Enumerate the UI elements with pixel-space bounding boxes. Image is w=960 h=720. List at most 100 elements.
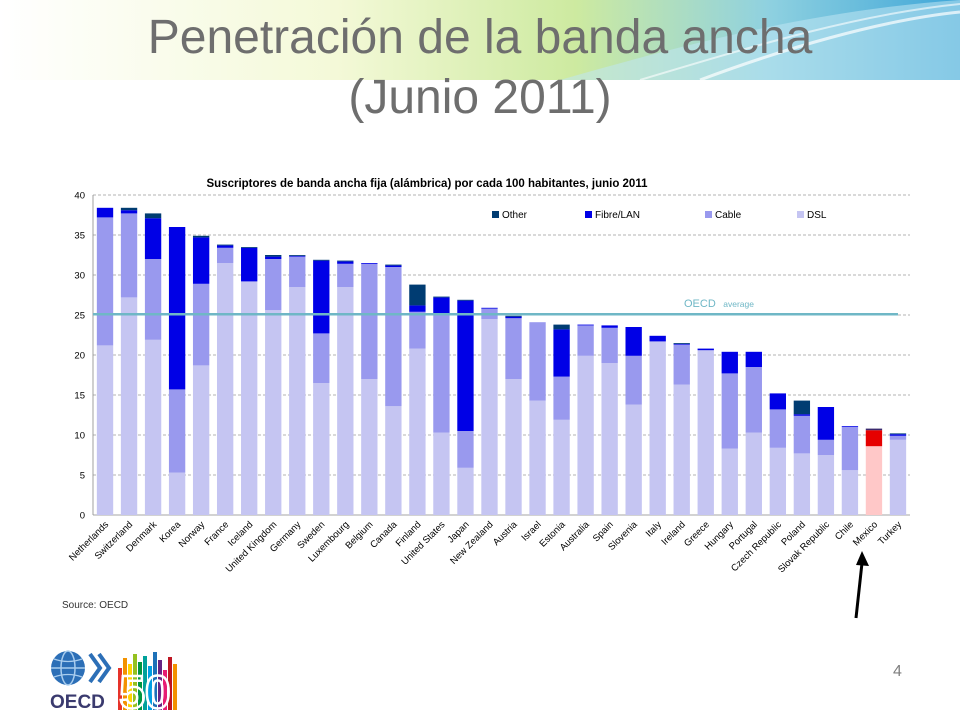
bar-united-states-fibre-lan (433, 297, 450, 314)
bar-group-belgium (361, 263, 378, 515)
bar-norway-other (192, 235, 210, 238)
bar-chile-dsl (841, 470, 859, 515)
bar-finland-other (409, 284, 426, 306)
bar-estonia-other (553, 324, 570, 330)
bar-slovenia-cable (625, 355, 642, 405)
y-axis-ticks: 0 5 10 15 20 25 30 35 40 (74, 191, 85, 522)
bar-belgium-fibre-lan (361, 263, 378, 264)
bar-estonia-fibre-lan (553, 329, 570, 377)
bar-switzerland-cable (120, 213, 138, 298)
bar-denmark-other (144, 213, 162, 219)
broadband-chart: Suscriptores de banda ancha fija (alámbr… (67, 178, 910, 619)
y-tick-label: 5 (80, 471, 85, 482)
fifty-bars-icon (118, 652, 177, 710)
oecd-average-label: OECD average (684, 294, 754, 311)
bar-mexico-fibre-lan (865, 430, 883, 447)
bar-slovak-republic-dsl (817, 455, 835, 515)
bar-group-ireland (673, 343, 690, 515)
bar-group-slovak-republic (817, 407, 835, 515)
bar-norway-dsl (192, 365, 210, 515)
bar-group-new-zealand (481, 307, 498, 515)
bar-israel-dsl (529, 400, 546, 515)
mexico-arrow (854, 551, 869, 619)
legend-swatch-dsl (797, 211, 804, 218)
bar-canada-dsl (385, 406, 402, 515)
bar-netherlands-cable (96, 217, 114, 346)
bar-canada-other (385, 264, 402, 266)
globe-icon (51, 650, 85, 686)
x-axis-ticks: NetherlandsSwitzerlandDenmarkKoreaNorway… (67, 519, 904, 575)
logo-number: 50 (119, 666, 170, 712)
bar-group-slovenia (625, 327, 642, 515)
bar-spain-cable (601, 327, 618, 363)
bar-united-kingdom-dsl (265, 310, 282, 515)
legend-label-cable: Cable (715, 210, 742, 221)
bar-group-sweden (313, 259, 330, 515)
bar-group-norway (192, 235, 210, 515)
oecd-average-label-main: OECD (684, 298, 716, 310)
bar-group-portugal (745, 351, 762, 515)
bar-luxembourg-cable (337, 263, 354, 287)
slide-title-line1: Penetración de la banda ancha (147, 11, 813, 64)
chart-title: Suscriptores de banda ancha fija (alámbr… (207, 178, 649, 190)
bar-iceland-other (241, 247, 258, 248)
bar-chile-cable (841, 427, 859, 471)
legend-label-dsl: DSL (807, 210, 827, 221)
bar-group-poland (793, 400, 811, 515)
bar-united-kingdom-other (265, 255, 282, 257)
y-tick-label: 40 (74, 191, 85, 202)
bar-iceland-dsl (241, 281, 258, 515)
legend-swatch-fibre-lan (585, 211, 592, 218)
bar-japan-dsl (457, 467, 474, 515)
x-tick-label: Norway (177, 519, 208, 550)
x-tick-label: Canada (368, 519, 400, 551)
logo-text: OECD (50, 692, 105, 712)
bar-australia-fibre-lan (577, 324, 594, 326)
y-tick-label: 30 (74, 271, 85, 282)
title-banner (0, 0, 960, 80)
bar-united-states-other (433, 296, 450, 298)
bars (96, 207, 907, 515)
bar-hungary-fibre-lan (721, 351, 738, 374)
bar-slovenia-dsl (625, 404, 642, 515)
bar-denmark-fibre-lan (144, 218, 162, 259)
bar-new-zealand-dsl (481, 319, 498, 515)
bar-group-austria (505, 315, 522, 515)
bar-finland-cable (409, 311, 426, 349)
x-tick-label: France (203, 519, 232, 548)
bar-united-states-cable (433, 313, 450, 433)
bar-turkey-dsl (889, 439, 907, 515)
bar-poland-dsl (793, 453, 811, 515)
bar-group-germany (289, 255, 306, 515)
bar-korea-cable (168, 389, 186, 473)
bar-group-korea (168, 227, 186, 515)
bar-group-switzerland (120, 207, 138, 515)
legend-label-other: Other (502, 210, 528, 221)
bar-japan-fibre-lan (457, 300, 474, 431)
bar-czech-republic-cable (769, 409, 787, 448)
bar-austria-other (505, 315, 522, 317)
bar-switzerland-fibre-lan (120, 210, 138, 214)
bar-canada-cable (385, 267, 402, 407)
page-number: 4 (893, 663, 902, 680)
bar-poland-fibre-lan (793, 414, 811, 416)
bar-luxembourg-dsl (337, 287, 354, 515)
bar-group-italy (649, 335, 666, 515)
y-tick-label: 10 (74, 431, 85, 442)
bar-germany-dsl (289, 287, 306, 515)
bar-austria-cable (505, 318, 522, 379)
bar-portugal-fibre-lan (745, 351, 762, 367)
bar-slovak-republic-fibre-lan (817, 407, 835, 440)
bar-group-france (216, 244, 234, 515)
bar-germany-other (289, 255, 306, 256)
bar-group-luxembourg (337, 260, 354, 515)
bar-france-other (216, 244, 234, 246)
bar-netherlands-fibre-lan (96, 207, 114, 218)
bar-united-kingdom-cable (265, 259, 282, 311)
bar-norway-cable (192, 283, 210, 366)
y-tick-label: 25 (74, 311, 85, 322)
bar-greece-dsl (697, 350, 714, 515)
bar-ireland-fibre-lan (673, 343, 690, 345)
bar-luxembourg-fibre-lan (337, 261, 354, 264)
bar-france-cable (216, 247, 234, 263)
